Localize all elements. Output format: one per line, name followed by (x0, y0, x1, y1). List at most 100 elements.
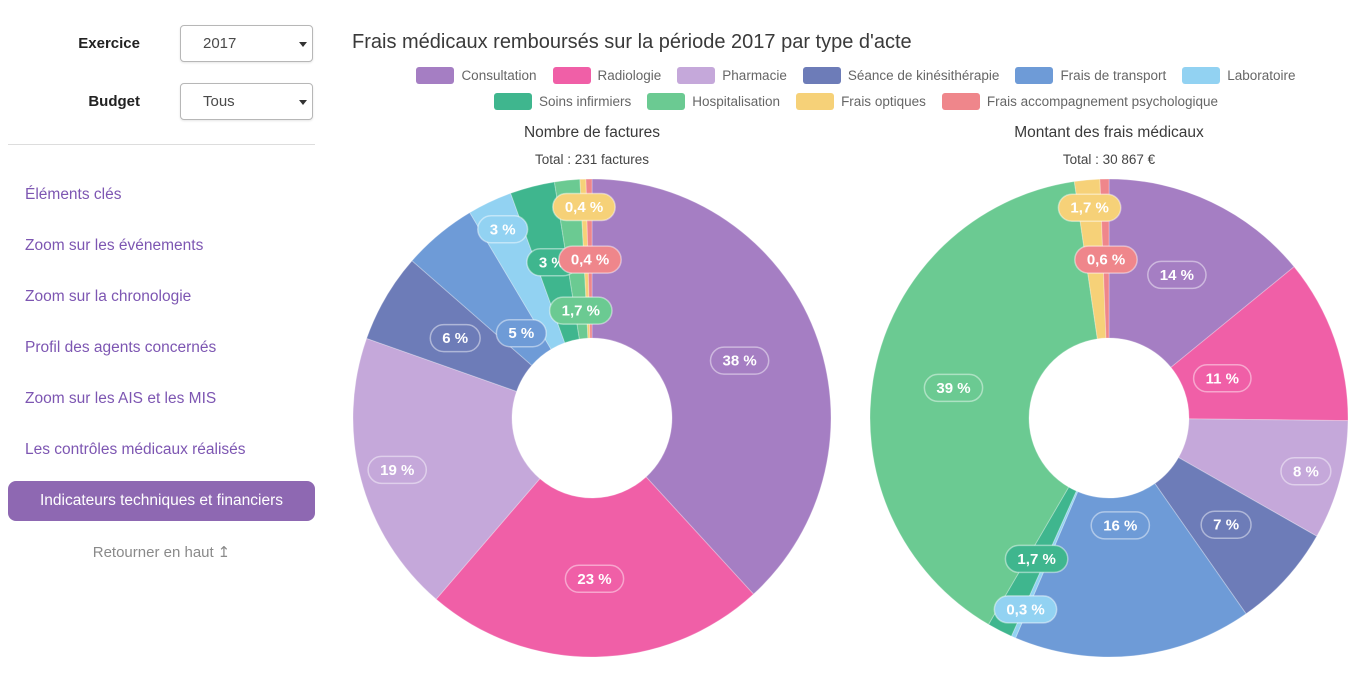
main-content: Frais médicaux remboursés sur la période… (352, 0, 1360, 658)
svg-text:1,7 %: 1,7 % (1017, 551, 1055, 568)
slice-label-frais-optiques: 1,7 % (1057, 193, 1122, 222)
slice-label-radiologie: 11 % (1192, 364, 1252, 393)
slice-label-frais-de-transport: 5 % (495, 318, 547, 348)
page-title: Frais médicaux remboursés sur la période… (352, 31, 912, 53)
legend-swatch (941, 93, 980, 110)
legend-item-radiologie[interactable]: Radiologie (552, 67, 662, 84)
svg-text:19 %: 19 % (380, 462, 414, 479)
chart-total: Total : 30 867 € (1062, 152, 1156, 167)
chart-nombre-de-factures: Nombre de factures Total : 231 factures … (352, 124, 832, 658)
legend-item-frais-accompagnement-psychologique[interactable]: Frais accompagnement psychologique (941, 93, 1218, 110)
donut-chart-factures: 38 % 23 % 19 % 6 % 5 % 3 % 3 % 1,7 % 0,4 % 0,4 % (352, 178, 832, 658)
slice-label-consultation: 14 % (1147, 260, 1207, 290)
legend-item-hospitalisation[interactable]: Hospitalisation (647, 93, 780, 110)
svg-text:0,6 %: 0,6 % (1087, 252, 1125, 269)
slice-label-soins-infirmiers: 1,7 % (1004, 544, 1069, 574)
svg-text:0,4 %: 0,4 % (571, 252, 609, 269)
pie-slice-pharmacie[interactable] (1177, 418, 1349, 537)
slice-label-seance-de-kinesitherapie: 7 % (1200, 510, 1252, 539)
svg-text:3 %: 3 % (539, 254, 565, 271)
chart-title: Montant des frais médicaux (1014, 124, 1204, 141)
slice-label-pharmacie: 19 % (367, 455, 428, 485)
legend-row-1: Consultation Radiologie Pharmacie Séance de… (352, 67, 1360, 84)
legend-item-frais-de-transport[interactable]: Frais de transport (1015, 67, 1166, 84)
exercice-control: Exercice 2017 (0, 25, 323, 62)
legend-label: Frais accompagnement psychologique (986, 94, 1218, 109)
sidebar-item-zoom-sur-les-evenements[interactable]: Zoom sur les événements (25, 237, 204, 254)
back-to-top-label: Retourner en haut (92, 544, 214, 561)
svg-text:7 %: 7 % (1213, 517, 1239, 534)
svg-text:6 %: 6 % (442, 330, 468, 347)
pie-slice-consultation[interactable] (591, 178, 832, 595)
legend-label: Soins infirmiers (538, 94, 632, 109)
pie-slice-frais-de-transport[interactable] (1014, 482, 1247, 658)
sidebar-item-zoom-sur-la-chronologie[interactable]: Zoom sur la chronologie (25, 288, 192, 305)
legend-swatch (1182, 67, 1221, 84)
legend-label: Hospitalisation (692, 94, 781, 109)
pie-slice-hospitalisation[interactable] (869, 180, 1098, 626)
sidebar-item-les-controles-medicaux-realises[interactable]: Les contrôles médicaux réalisés (25, 441, 246, 458)
slice-label-consultation: 38 % (709, 346, 770, 375)
chart-legend: Consultation Radiologie Pharmacie Séance de… (352, 67, 1360, 110)
arrow-up-icon: ↥ (217, 544, 231, 561)
sidebar-item-zoom-sur-les-ais-et-les-mis[interactable]: Zoom sur les AIS et les MIS (25, 390, 217, 407)
budget-select-value: Tous (203, 93, 235, 110)
svg-text:5 %: 5 % (508, 325, 534, 342)
sidebar-item-elements-cles[interactable]: Éléments clés (25, 186, 122, 203)
svg-text:23 %: 23 % (577, 571, 611, 588)
legend-swatch (493, 93, 532, 110)
svg-text:14 %: 14 % (1160, 267, 1194, 284)
donut-chart-montants: 14 % 11 % 8 % 7 % 16 % 0,3 % 1,7 % 39 % 1,7 % 0,6… (869, 178, 1349, 658)
legend-swatch (416, 67, 455, 84)
back-to-top-link[interactable]: Retourner en haut ↥ (0, 543, 323, 561)
svg-text:39 %: 39 % (936, 380, 970, 397)
svg-text:0,3 %: 0,3 % (1006, 601, 1044, 618)
sidebar-divider (8, 144, 315, 145)
exercice-select-value: 2017 (203, 35, 237, 52)
legend-label: Consultation (461, 68, 537, 83)
pie-slice-pharmacie[interactable] (352, 337, 541, 600)
slice-label-laboratoire: 0,3 % (993, 595, 1058, 624)
slice-label-pharmacie: 8 % (1280, 457, 1332, 486)
chart-total: Total : 231 factures (534, 152, 650, 167)
legend-row-2: Soins infirmiers Hospitalisation Frais opt… (352, 93, 1360, 110)
legend-swatch (1015, 67, 1054, 84)
slice-label-hospitalisation: 39 % (923, 373, 984, 403)
legend-item-frais-optiques[interactable]: Frais optiques (796, 93, 926, 110)
legend-label: Radiologie (597, 68, 662, 83)
legend-label: Frais optiques (841, 94, 926, 109)
legend-item-laboratoire[interactable]: Laboratoire (1182, 67, 1296, 84)
chart-title: Nombre de factures (523, 124, 661, 141)
sidebar-item-profil-des-agents-concernes[interactable]: Profil des agents concernés (25, 339, 217, 356)
chart-montant-frais-medicaux: Montant des frais médicaux Total : 30 86… (869, 124, 1349, 658)
slice-label-frais-optiques: 0,4 % (552, 192, 616, 222)
legend-swatch (647, 93, 686, 110)
charts-row: Nombre de factures Total : 231 factures … (352, 124, 1360, 658)
legend-swatch (552, 67, 591, 84)
chevron-down-icon (299, 99, 307, 105)
svg-text:1,7 %: 1,7 % (562, 303, 600, 320)
sidebar-item-indicateurs-techniques-et-financiers[interactable]: Indicateurs techniques et financiers (8, 481, 315, 521)
svg-text:38 %: 38 % (722, 353, 756, 370)
slice-label-hospitalisation: 1,7 % (548, 296, 613, 325)
svg-text:3 %: 3 % (490, 221, 516, 238)
legend-item-seance-de-kinesitherapie[interactable]: Séance de kinésithérapie (802, 67, 1000, 84)
slice-label-frais-accompagnement-psychologique: 0,6 % (1074, 245, 1138, 274)
legend-item-pharmacie[interactable]: Pharmacie (677, 67, 787, 84)
legend-label: Frais de transport (1060, 68, 1167, 83)
sidebar-nav: Éléments clés Zoom sur les événements Zoom… (0, 186, 323, 492)
legend-item-soins-infirmiers[interactable]: Soins infirmiers (493, 93, 632, 110)
svg-text:0,4 %: 0,4 % (565, 199, 603, 216)
legend-label: Séance de kinésithérapie (847, 68, 1000, 83)
legend-label: Laboratoire (1227, 68, 1296, 83)
svg-text:1,7 %: 1,7 % (1070, 200, 1108, 217)
slice-label-laboratoire: 3 % (477, 215, 529, 244)
legend-swatch (802, 67, 841, 84)
budget-label: Budget (88, 93, 140, 110)
legend-item-consultation[interactable]: Consultation (416, 67, 537, 84)
legend-swatch (796, 93, 835, 110)
slice-label-radiologie: 23 % (564, 564, 625, 594)
budget-select[interactable]: Tous (180, 83, 313, 120)
exercice-select[interactable]: 2017 (180, 25, 313, 62)
legend-label: Pharmacie (722, 68, 787, 83)
